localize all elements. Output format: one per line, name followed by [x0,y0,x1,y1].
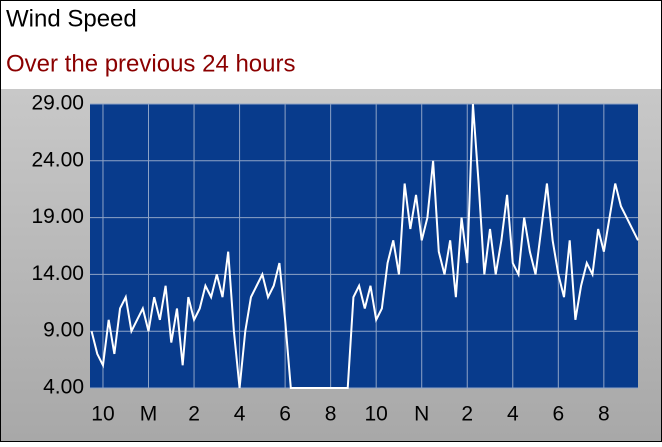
x-tick-label: 2 [188,403,200,426]
y-tick-label: 24.00 [31,148,84,171]
x-tick-label: 10 [365,403,388,426]
data-line [90,103,639,389]
x-tick-label: 10 [91,403,114,426]
x-tick-label: 2 [461,403,473,426]
x-tick-label: 6 [279,403,291,426]
x-tick-label: 8 [325,403,337,426]
y-tick-label: 29.00 [31,92,84,115]
x-tick-label: 8 [598,403,610,426]
y-tick-label: 9.00 [43,319,84,342]
x-tick-label: 4 [234,403,246,426]
chart-title: Wind Speed [6,5,137,32]
y-tick-label: 4.00 [43,376,84,399]
x-tick-label: N [414,403,429,426]
x-tick-label: 6 [552,403,564,426]
y-tick-label: 19.00 [31,205,84,228]
x-tick-label: 4 [507,403,519,426]
chart-subtitle: Over the previous 24 hours [6,50,296,77]
plot-area [90,104,638,388]
y-tick-label: 14.00 [31,262,84,285]
x-tick-label: M [140,403,158,426]
